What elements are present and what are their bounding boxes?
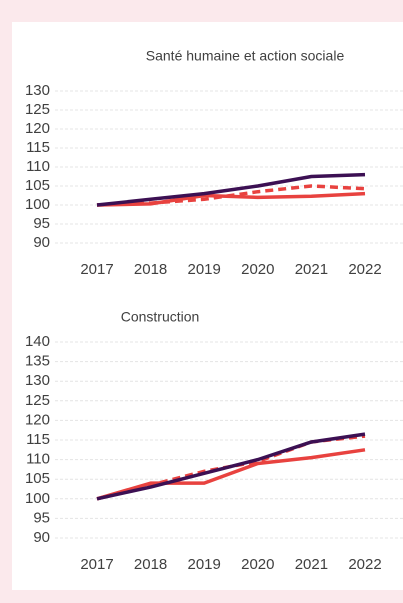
y-tick-label: 105 <box>25 177 50 194</box>
y-tick-label: 135 <box>25 353 50 370</box>
x-tick-label: 2019 <box>188 261 221 278</box>
y-tick-label: 130 <box>25 372 50 389</box>
x-tick-label: 2021 <box>295 261 328 278</box>
y-tick-label: 140 <box>25 333 50 350</box>
y-tick-label: 115 <box>26 431 50 448</box>
chart-title: Construction <box>121 309 200 325</box>
panel <box>12 22 403 590</box>
y-tick-label: 125 <box>25 392 50 409</box>
series-line <box>96 432 366 501</box>
x-tick-label: 2017 <box>80 261 113 278</box>
x-tick-label: 2022 <box>348 556 381 573</box>
y-tick-label: 130 <box>25 82 50 99</box>
x-tick-label: 2018 <box>134 556 167 573</box>
y-tick-label: 120 <box>25 411 50 428</box>
x-tick-label: 2017 <box>80 556 113 573</box>
y-tick-label: 115 <box>26 139 50 156</box>
x-tick-label: 2020 <box>241 261 274 278</box>
y-tick-label: 90 <box>33 529 50 546</box>
y-tick-label: 120 <box>25 120 50 137</box>
y-tick-label: 95 <box>33 215 50 232</box>
y-tick-label: 110 <box>26 451 50 468</box>
x-tick-label: 2019 <box>188 556 221 573</box>
series-line <box>96 184 366 207</box>
x-tick-label: 2020 <box>241 556 274 573</box>
y-tick-label: 95 <box>33 509 50 526</box>
series-line <box>96 172 366 207</box>
y-tick-label: 90 <box>33 234 50 251</box>
y-tick-label: 100 <box>25 196 50 213</box>
y-tick-label: 110 <box>26 158 50 175</box>
chart-title: Santé humaine et action sociale <box>146 48 345 64</box>
x-tick-label: 2021 <box>295 556 328 573</box>
y-tick-label: 125 <box>25 101 50 118</box>
x-tick-label: 2022 <box>348 261 381 278</box>
x-tick-label: 2018 <box>134 261 167 278</box>
y-tick-label: 105 <box>25 470 50 487</box>
y-tick-label: 100 <box>25 490 50 507</box>
